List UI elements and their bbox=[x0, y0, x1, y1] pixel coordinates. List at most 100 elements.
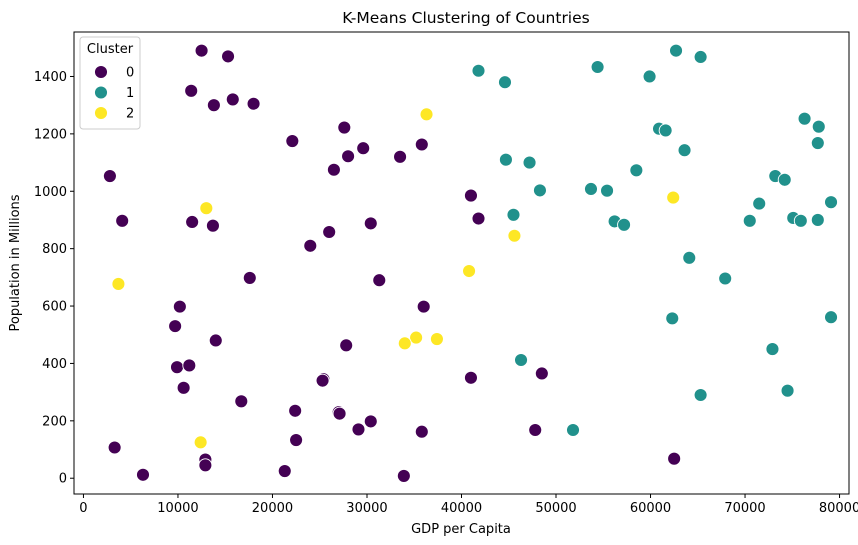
y-tick-label: 800 bbox=[42, 242, 67, 257]
x-tick-label: 20000 bbox=[252, 501, 293, 516]
x-tick-label: 80000 bbox=[819, 501, 858, 516]
legend-marker-cluster-1 bbox=[94, 85, 108, 100]
scatter-point-cluster-0 bbox=[528, 423, 543, 437]
scatter-point-cluster-1 bbox=[590, 60, 605, 74]
scatter-point-cluster-1 bbox=[810, 136, 825, 151]
y-tick-label: 1400 bbox=[34, 70, 67, 85]
scatter-point-cluster-2 bbox=[507, 228, 522, 243]
scatter-point-cluster-0 bbox=[102, 169, 117, 184]
scatter-point-cluster-1 bbox=[824, 195, 838, 210]
legend-label-cluster-2: 2 bbox=[126, 107, 134, 122]
scatter-point-cluster-0 bbox=[225, 92, 240, 107]
scatter-point-cluster-0 bbox=[416, 299, 431, 314]
x-tick-label: 50000 bbox=[535, 501, 576, 516]
scatter-point-cluster-1 bbox=[665, 311, 680, 326]
legend-box bbox=[79, 36, 141, 130]
legend-label-cluster-1: 1 bbox=[126, 86, 134, 101]
scatter-point-cluster-2 bbox=[409, 330, 424, 345]
scatter-point-cluster-1 bbox=[693, 388, 708, 402]
legend-entries: 0 1 2 bbox=[94, 65, 134, 122]
y-tick-label: 200 bbox=[42, 414, 67, 429]
ticks-layer: 0 10000 20000 30000 40000 50000 60000 70000 8000… bbox=[34, 70, 858, 516]
legend-marker-cluster-2 bbox=[94, 106, 108, 120]
scatter-point-cluster-0 bbox=[363, 414, 378, 429]
y-tick-label: 600 bbox=[42, 300, 67, 315]
x-tick-label: 70000 bbox=[724, 501, 765, 516]
scatter-point-cluster-0 bbox=[326, 162, 341, 177]
scatter-point-cluster-1 bbox=[780, 383, 795, 398]
legend: Cluster 0 1 2 bbox=[79, 36, 141, 130]
scatter-point-cluster-2 bbox=[199, 201, 214, 216]
scatter-point-cluster-0 bbox=[198, 458, 213, 473]
scatter-point-cluster-1 bbox=[765, 342, 780, 357]
scatter-point-cluster-1 bbox=[471, 63, 486, 78]
scatter-point-cluster-1 bbox=[742, 213, 757, 228]
scatter-point-cluster-0 bbox=[534, 366, 549, 381]
scatter-point-cluster-1 bbox=[533, 183, 547, 198]
scatter-point-cluster-2 bbox=[193, 435, 208, 450]
scatter-point-cluster-0 bbox=[414, 424, 429, 439]
scatter-point-cluster-0 bbox=[277, 464, 292, 478]
x-tick-label: 40000 bbox=[441, 501, 482, 516]
scatter-point-cluster-0 bbox=[414, 137, 429, 152]
scatter-point-cluster-1 bbox=[797, 111, 812, 126]
scatter-point-cluster-1 bbox=[584, 182, 598, 196]
scatter-point-cluster-1 bbox=[810, 213, 825, 227]
scatter-point-cluster-1 bbox=[617, 217, 632, 232]
scatter-point-cluster-0 bbox=[393, 149, 408, 164]
points-layer bbox=[102, 43, 838, 483]
scatter-point-cluster-0 bbox=[107, 440, 122, 455]
scatter-point-cluster-1 bbox=[718, 271, 733, 286]
scatter-point-cluster-0 bbox=[182, 358, 197, 373]
scatter-point-cluster-1 bbox=[824, 310, 838, 325]
scatter-point-cluster-0 bbox=[205, 218, 220, 233]
scatter-point-cluster-0 bbox=[206, 98, 221, 113]
scatter-point-cluster-0 bbox=[289, 433, 304, 447]
x-tick-label: 60000 bbox=[630, 501, 671, 516]
legend-title: Cluster bbox=[87, 42, 134, 57]
scatter-point-cluster-1 bbox=[677, 143, 692, 158]
scatter-point-cluster-0 bbox=[471, 211, 486, 226]
scatter-point-cluster-1 bbox=[642, 69, 657, 84]
scatter-point-cluster-2 bbox=[419, 107, 434, 122]
scatter-point-cluster-0 bbox=[315, 373, 330, 388]
x-tick-label: 10000 bbox=[157, 501, 198, 516]
scatter-point-cluster-0 bbox=[168, 319, 183, 334]
scatter-point-cluster-1 bbox=[669, 43, 683, 58]
scatter-point-cluster-1 bbox=[514, 353, 528, 367]
scatter-point-cluster-0 bbox=[172, 299, 187, 314]
scatter-point-cluster-0 bbox=[339, 338, 354, 353]
scatter-point-cluster-1 bbox=[506, 207, 521, 222]
scatter-point-cluster-1 bbox=[629, 163, 644, 178]
x-tick-label: 0 bbox=[79, 501, 87, 516]
scatter-point-cluster-2 bbox=[462, 264, 477, 278]
scatter-point-cluster-1 bbox=[498, 75, 512, 90]
chart-title: K-Means Clustering of Countries bbox=[342, 9, 589, 27]
scatter-point-cluster-0 bbox=[194, 43, 209, 58]
scatter-point-cluster-2 bbox=[397, 336, 412, 351]
scatter-point-cluster-0 bbox=[242, 270, 257, 285]
scatter-point-cluster-1 bbox=[498, 152, 513, 167]
scatter-point-cluster-2 bbox=[429, 332, 444, 346]
scatter-point-cluster-1 bbox=[793, 213, 808, 228]
y-tick-label: 1000 bbox=[34, 185, 67, 200]
scatter-point-cluster-1 bbox=[682, 250, 697, 265]
scatter-point-cluster-0 bbox=[136, 467, 150, 482]
scatter-point-cluster-1 bbox=[811, 119, 826, 134]
y-tick-label: 400 bbox=[42, 357, 67, 372]
scatter-point-cluster-0 bbox=[322, 225, 337, 239]
y-tick-label: 0 bbox=[59, 472, 67, 487]
scatter-point-cluster-0 bbox=[208, 333, 223, 348]
scatter-point-cluster-0 bbox=[356, 141, 371, 156]
scatter-point-cluster-0 bbox=[341, 149, 356, 164]
x-tick-label: 30000 bbox=[346, 501, 387, 516]
scatter-point-cluster-1 bbox=[752, 196, 767, 211]
y-axis-label: Population in Millions bbox=[8, 194, 23, 331]
scatter-point-cluster-0 bbox=[246, 96, 261, 111]
scatter-point-cluster-0 bbox=[372, 273, 387, 288]
scatter-point-cluster-0 bbox=[176, 380, 191, 395]
scatter-point-cluster-1 bbox=[600, 183, 614, 198]
scatter-point-cluster-0 bbox=[363, 216, 378, 231]
legend-marker-cluster-0 bbox=[94, 65, 108, 79]
scatter-point-cluster-1 bbox=[522, 155, 537, 170]
